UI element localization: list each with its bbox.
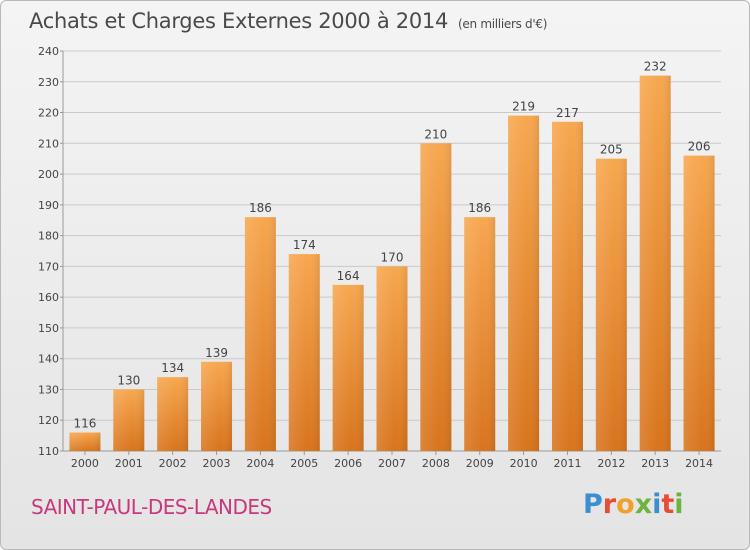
y-tick-label: 160 bbox=[38, 291, 59, 304]
x-tick-label: 2014 bbox=[685, 457, 713, 470]
value-label: 116 bbox=[73, 417, 96, 431]
y-tick-label: 140 bbox=[38, 353, 59, 366]
value-label: 210 bbox=[424, 127, 447, 141]
bars bbox=[69, 75, 715, 452]
x-tick-label: 2012 bbox=[597, 457, 625, 470]
logo-letter: t bbox=[661, 489, 675, 520]
y-tick-label: 170 bbox=[38, 260, 59, 273]
bar-shade bbox=[683, 155, 715, 451]
commune-name: SAINT-PAUL-DES-LANDES bbox=[31, 495, 272, 519]
bar-shade bbox=[332, 284, 364, 451]
bar-shade bbox=[508, 115, 540, 451]
bar-shade bbox=[376, 266, 408, 451]
x-tick-label: 2005 bbox=[290, 457, 318, 470]
y-tick-label: 190 bbox=[38, 199, 59, 212]
proxiti-logo: Proxiti bbox=[583, 489, 684, 520]
bar-shade bbox=[157, 377, 189, 451]
x-tick-label: 2011 bbox=[553, 457, 581, 470]
bar-shade bbox=[464, 217, 496, 451]
value-label: 139 bbox=[205, 346, 228, 360]
y-tick-label: 230 bbox=[38, 76, 59, 89]
bar-shade bbox=[551, 121, 583, 452]
chart-subtitle: (en milliers d'€) bbox=[458, 17, 548, 31]
bar-shade bbox=[113, 389, 145, 451]
logo-letter: i bbox=[674, 489, 684, 520]
value-label: 205 bbox=[600, 143, 623, 157]
value-label: 130 bbox=[117, 373, 140, 387]
chart-title-text: Achats et Charges Externes 2000 à 2014 bbox=[29, 9, 449, 33]
value-label: 170 bbox=[381, 250, 404, 264]
bar-shade bbox=[69, 432, 101, 451]
x-tick-label: 2001 bbox=[115, 457, 143, 470]
value-label: 134 bbox=[161, 361, 184, 375]
y-tick-label: 200 bbox=[38, 168, 59, 181]
value-label: 186 bbox=[249, 201, 272, 215]
x-tick-label: 2010 bbox=[510, 457, 538, 470]
y-tick-label: 120 bbox=[38, 414, 59, 427]
y-tick-label: 180 bbox=[38, 230, 59, 243]
logo-letter: i bbox=[652, 489, 662, 520]
logo-letter: x bbox=[634, 489, 653, 520]
y-tick-label: 210 bbox=[38, 137, 59, 150]
value-label: 186 bbox=[468, 201, 491, 215]
bar-shade bbox=[595, 158, 627, 451]
value-label: 232 bbox=[644, 60, 667, 74]
logo-letter: r bbox=[602, 489, 617, 520]
y-tick-label: 110 bbox=[38, 445, 59, 458]
x-tick-label: 2000 bbox=[71, 457, 99, 470]
x-tick-label: 2004 bbox=[246, 457, 274, 470]
labels: 110 120 130 140 150 160 170 180 190 200 210 220 230 2… bbox=[38, 45, 713, 470]
value-label: 174 bbox=[293, 238, 316, 252]
bar-shade bbox=[420, 143, 452, 452]
y-tick-label: 240 bbox=[38, 45, 59, 58]
logo-letter: o bbox=[616, 489, 635, 520]
bar-shade bbox=[201, 361, 233, 451]
y-tick-label: 220 bbox=[38, 107, 59, 120]
x-tick-label: 2008 bbox=[422, 457, 450, 470]
x-tick-label: 2006 bbox=[334, 457, 362, 470]
value-label: 206 bbox=[688, 140, 711, 154]
logo-letter: P bbox=[583, 489, 603, 520]
x-tick-label: 2009 bbox=[466, 457, 494, 470]
value-label: 219 bbox=[512, 100, 535, 114]
value-label: 217 bbox=[556, 106, 579, 120]
bar-shade bbox=[639, 75, 671, 451]
y-tick-label: 130 bbox=[38, 383, 59, 396]
value-label: 164 bbox=[337, 269, 360, 283]
x-tick-label: 2007 bbox=[378, 457, 406, 470]
chart-title: Achats et Charges Externes 2000 à 2014 (e… bbox=[29, 9, 547, 33]
bar-shade bbox=[244, 217, 276, 451]
x-tick-label: 2003 bbox=[203, 457, 231, 470]
y-tick-label: 150 bbox=[38, 322, 59, 335]
x-tick-label: 2013 bbox=[641, 457, 669, 470]
bar-shade bbox=[288, 254, 320, 451]
x-tick-label: 2002 bbox=[159, 457, 187, 470]
